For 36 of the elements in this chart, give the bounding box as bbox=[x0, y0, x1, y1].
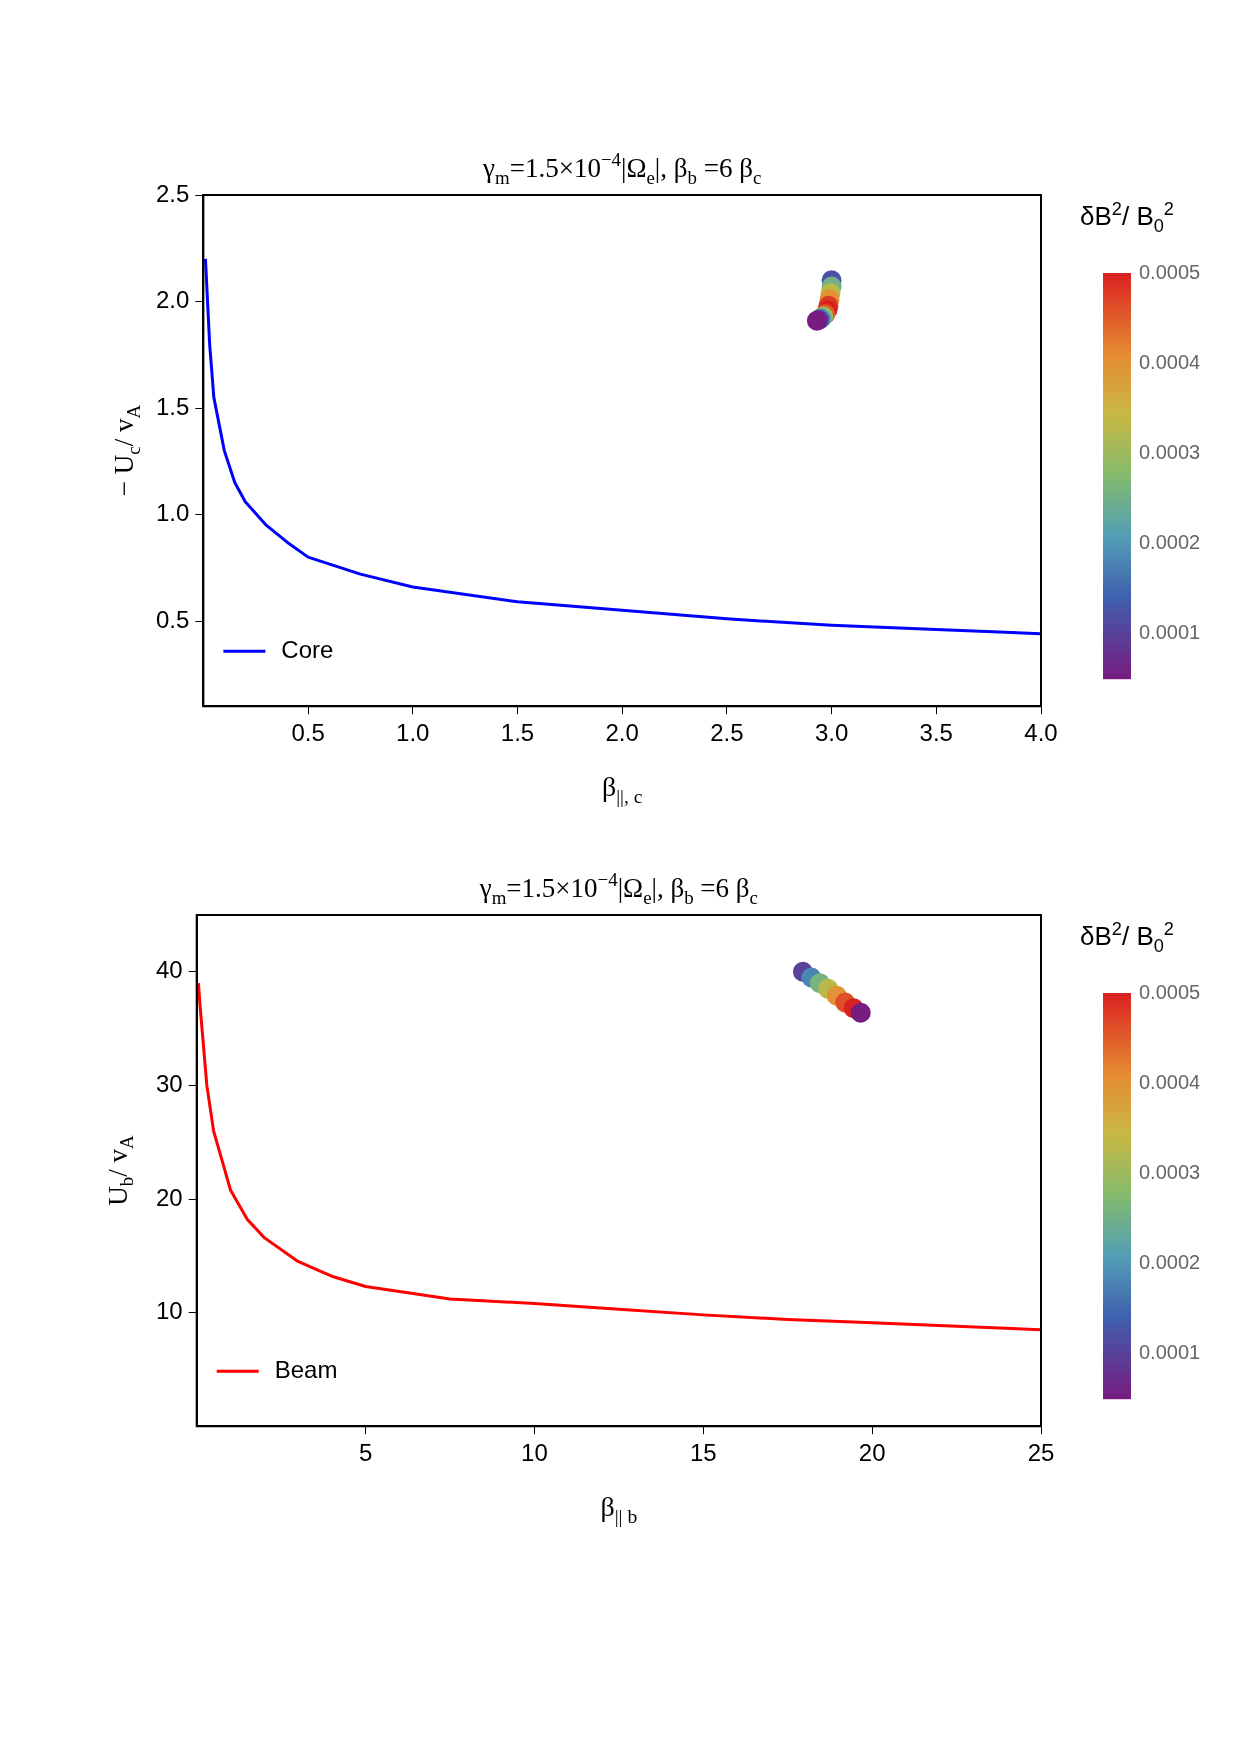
x-tick-label: 2.5 bbox=[710, 719, 744, 747]
y-axis-title: − Uc/ vA bbox=[109, 404, 145, 497]
x-tick-label: 0.5 bbox=[291, 719, 325, 747]
x-tick-label: 20 bbox=[858, 1439, 886, 1467]
y-tick-label: 0.5 bbox=[155, 605, 190, 633]
color-bar-label: 0.0004 bbox=[1139, 1070, 1201, 1093]
color-bar-label: 0.0003 bbox=[1139, 440, 1201, 463]
color-bar-label: 0.0002 bbox=[1139, 1250, 1201, 1273]
color-bar-label: 0.0004 bbox=[1139, 350, 1201, 373]
x-tick-label: 4.0 bbox=[1024, 719, 1058, 747]
x-tick-label: 10 bbox=[521, 1439, 548, 1467]
color-bar-label: 0.0003 bbox=[1139, 1160, 1201, 1183]
y-axis-title: Ub/ vA bbox=[102, 1135, 138, 1206]
color-bar-label: 0.0002 bbox=[1139, 530, 1201, 553]
x-tick-label: 2.0 bbox=[605, 719, 639, 747]
color-bar-label: 0.0005 bbox=[1139, 980, 1201, 1003]
color-bar-label: 0.0001 bbox=[1139, 620, 1201, 643]
x-tick-label: 1.5 bbox=[500, 719, 535, 747]
y-tick-label: 2.5 bbox=[155, 179, 190, 207]
y-tick-label: 1.0 bbox=[155, 499, 190, 527]
legend-label: Beam bbox=[274, 1355, 338, 1383]
x-tick-label: 1.0 bbox=[396, 719, 430, 747]
x-tick-label: 3.0 bbox=[814, 719, 849, 747]
y-tick-label: 10 bbox=[155, 1297, 183, 1325]
x-tick-label: 15 bbox=[689, 1439, 717, 1467]
y-tick-label: 20 bbox=[155, 1183, 183, 1211]
x-tick-label: 25 bbox=[1027, 1439, 1055, 1467]
y-tick-label: 30 bbox=[155, 1070, 183, 1098]
y-tick-label: 40 bbox=[155, 956, 183, 984]
y-tick-label: 2.0 bbox=[155, 286, 190, 314]
x-tick-label: 5 bbox=[358, 1439, 373, 1467]
color-bar-label: 0.0001 bbox=[1139, 1340, 1201, 1363]
legend-label: Core bbox=[281, 635, 334, 663]
y-tick-label: 1.5 bbox=[155, 392, 190, 420]
color-bar-label: 0.0005 bbox=[1139, 260, 1201, 283]
x-tick-label: 3.5 bbox=[919, 719, 953, 747]
